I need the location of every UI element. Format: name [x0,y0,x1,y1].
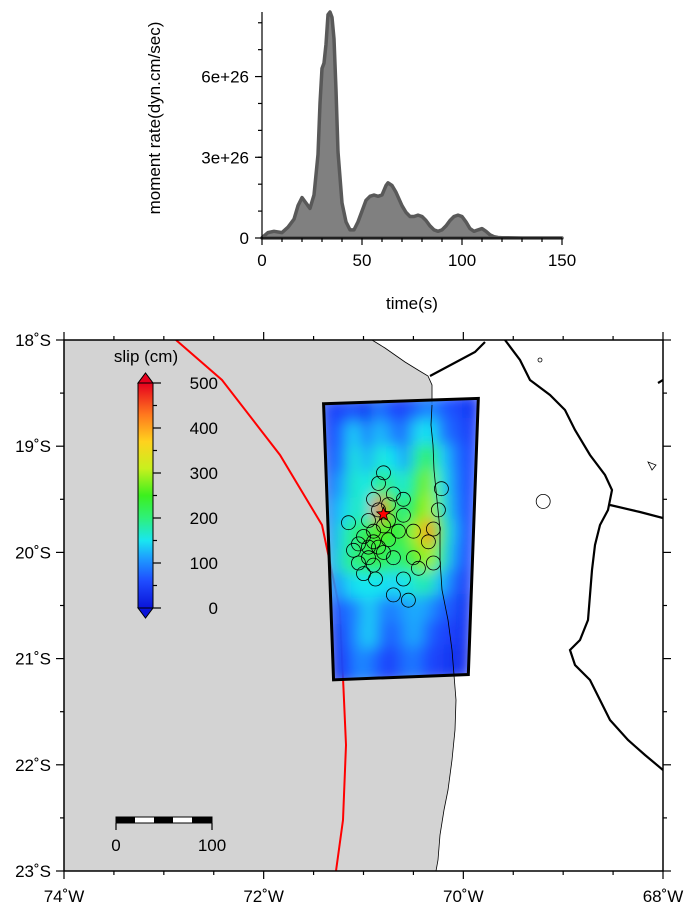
x-tick-label: 0 [257,251,266,270]
aftershock-circle [371,475,386,491]
lake [537,357,543,363]
moment-rate-chart: 0 50 100 150 0 3e+26 6e+26 time(s) moment rat… [145,10,576,313]
x-axis-label: time(s) [386,294,438,313]
y-tick-label: 6e+26 [201,68,249,87]
aftershock-circle [361,513,376,528]
colorbar-max-triangle [137,372,154,384]
colorbar-tick-label: 200 [190,509,218,528]
aftershock-circle [376,518,391,534]
colorbar-tick-label: 500 [190,374,218,393]
x-tick-label: 50 [353,251,372,270]
colorbar-tick-label: 400 [190,419,218,438]
latitude-label: 22˚S [15,756,51,775]
latitude-label: 18˚S [15,331,51,350]
y-axis-label: moment rate(dyn.cm/sec) [145,22,164,215]
longitude-label: 70˚W [443,887,484,906]
colorbar-title: slip (cm) [114,347,178,366]
aftershock-circle [405,550,421,566]
latitude-label: 20˚S [15,543,51,562]
aftershock-circle [385,587,401,603]
slip-map [64,340,663,871]
epicenter [375,506,392,521]
fault-plane-outline [322,396,480,682]
aftershocks [341,465,551,608]
aftershock-circle [385,486,401,502]
aftershock-circle [390,523,406,539]
aftershock-circle [433,481,449,497]
aftershock-circle [395,507,411,523]
aftershock-circle [425,521,441,537]
y-ticks: 0 3e+26 6e+26 [201,22,262,248]
colorbar-tick-label: 100 [190,554,218,573]
scale-bar-start: 0 [111,836,120,855]
salt-flat [647,461,657,471]
aftershock-circle [405,523,421,539]
border-peru-chile [429,341,486,377]
aftershock-circle [381,532,396,548]
scale-bar-end: 100 [198,836,226,855]
aftershock-circle [366,491,381,507]
aftershock-circle [346,542,361,558]
aftershock-circle [410,560,426,576]
aftershock-circle [376,545,391,560]
longitude-label: 68˚W [643,887,684,906]
epicenter-star [375,506,392,521]
aftershock-circle [356,529,371,544]
scale-bar: 0 100 [111,816,226,855]
aftershock-circle [361,550,376,566]
colorbar-min-triangle [137,607,154,619]
longitude-label: 74˚W [44,887,85,906]
aftershock-circle [425,555,441,571]
slip-distribution [323,398,479,680]
aftershock-circle [376,465,391,481]
colorbar-scale [137,382,154,609]
longitude-label: 72˚W [243,887,284,906]
aftershock-circle [400,592,416,608]
y-tick-label: 3e+26 [201,148,249,167]
aftershock-circle [366,523,381,539]
moment-rate-area [260,10,564,240]
aftershock-circle [361,539,376,555]
aftershock-circle [385,550,401,566]
aftershock-circle [371,502,386,518]
colorbar-tick-label: 300 [190,464,218,483]
latitude-label: 19˚S [15,437,51,456]
latitude-label: 23˚S [15,862,51,881]
x-ticks: 0 50 100 150 [257,238,576,270]
aftershock-circle [395,571,411,587]
aftershock-circle [368,571,383,587]
border-bolivia-west [657,379,663,384]
aftershock-circle [341,515,356,531]
aftershock-circle [535,493,551,509]
aftershock-circle [371,539,386,555]
map-ticks: 74˚W 72˚W 70˚W 68˚W 18˚S 19˚S 20˚S 21˚S 22˚S 23˚S [15,331,683,906]
x-tick-label: 100 [448,251,476,270]
aftershock-circle [420,534,436,550]
latitude-label: 21˚S [15,650,51,669]
y-tick-label: 0 [240,229,249,248]
border-chile-bolivia [504,340,663,771]
aftershock-circle [351,555,366,571]
aftershock-circle [395,491,411,507]
aftershock-circle [430,502,446,518]
border-bolivia-argentina [609,503,663,520]
aftershock-circle [366,534,381,550]
x-tick-label: 150 [548,251,576,270]
colorbar: slip (cm) 0 100 200 300 400 500 [114,347,218,619]
colorbar-tick-label: 0 [209,599,218,618]
